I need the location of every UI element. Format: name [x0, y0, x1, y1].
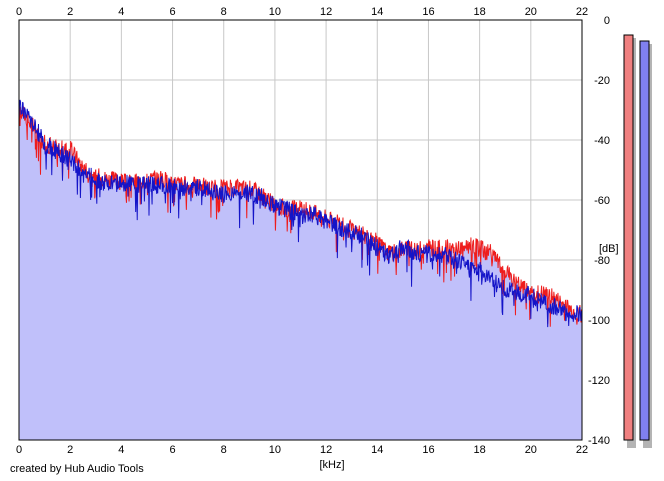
y-tick-label: 0: [604, 15, 610, 27]
peak-meters: [623, 34, 652, 448]
y-tick-label: -20: [594, 75, 610, 87]
x-tick-label-bottom: 18: [474, 444, 486, 456]
x-tick-label-bottom: 2: [67, 444, 73, 456]
x-tick-label-bottom: 22: [576, 444, 588, 456]
credit-text: created by Hub Audio Tools: [10, 463, 144, 475]
x-tick-label-top: 8: [221, 6, 227, 18]
y-ticks: 0 -20 -40 -60 -80 -100 -120 -140: [588, 15, 610, 447]
y-tick-label: -100: [588, 315, 610, 327]
y-tick-label: -40: [594, 135, 610, 147]
x-tick-label-bottom: 12: [320, 444, 332, 456]
x-tick-label-bottom: 0: [16, 444, 22, 456]
x-tick-label-top: 6: [169, 6, 175, 18]
x-ticks-bottom: 0 2 4 6 8 10 12 14 16 18 20 22: [16, 444, 588, 456]
y-tick-label: -80: [594, 255, 610, 267]
x-tick-label-bottom: 10: [269, 444, 281, 456]
left-peak-meter: [623, 34, 634, 441]
chart-frame: [18, 19, 583, 441]
x-tick-label-top: 4: [118, 6, 124, 18]
x-tick-label-top: 2: [67, 6, 73, 18]
x-tick-label-bottom: 20: [525, 444, 537, 456]
x-axis-label: [kHz]: [319, 459, 344, 471]
y-axis-label: [dB]: [599, 243, 619, 255]
y-tick-label: -120: [588, 375, 610, 387]
x-tick-label-bottom: 4: [118, 444, 124, 456]
x-tick-label-top: 16: [422, 6, 434, 18]
x-tick-label-bottom: 16: [422, 444, 434, 456]
x-tick-label-bottom: 8: [221, 444, 227, 456]
x-tick-label-top: 14: [371, 6, 383, 18]
x-tick-label-top: 18: [474, 6, 486, 18]
x-ticks-top: 0 2 4 6 8 10 12 14 16 18 20 22: [16, 6, 588, 18]
x-tick-label-bottom: 6: [169, 444, 175, 456]
x-tick-label-top: 20: [525, 6, 537, 18]
x-tick-label-top: 10: [269, 6, 281, 18]
y-tick-label: -60: [594, 195, 610, 207]
left-channel-line: [18, 99, 583, 327]
x-tick-label-top: 22: [576, 6, 588, 18]
x-tick-label-bottom: 14: [371, 444, 383, 456]
x-tick-label-top: 12: [320, 6, 332, 18]
x-tick-label-top: 0: [16, 6, 22, 18]
right-channel-line: [18, 99, 583, 328]
spectrum-fill-area: [19, 99, 582, 440]
right-peak-meter: [639, 40, 650, 441]
y-tick-label: -140: [588, 435, 610, 447]
